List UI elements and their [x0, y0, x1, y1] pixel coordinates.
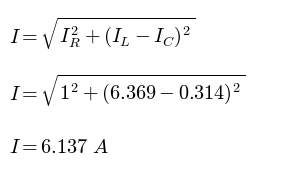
Text: $I = \sqrt{I_R^2 + (I_L - I_C)^2}$: $I = \sqrt{I_R^2 + (I_L - I_C)^2}$ — [9, 16, 195, 52]
Text: $I = 6.137\ A$: $I = 6.137\ A$ — [9, 137, 109, 157]
Text: $I = \sqrt{1^2 + (6.369 - 0.314)^2}$: $I = \sqrt{1^2 + (6.369 - 0.314)^2}$ — [9, 73, 245, 109]
